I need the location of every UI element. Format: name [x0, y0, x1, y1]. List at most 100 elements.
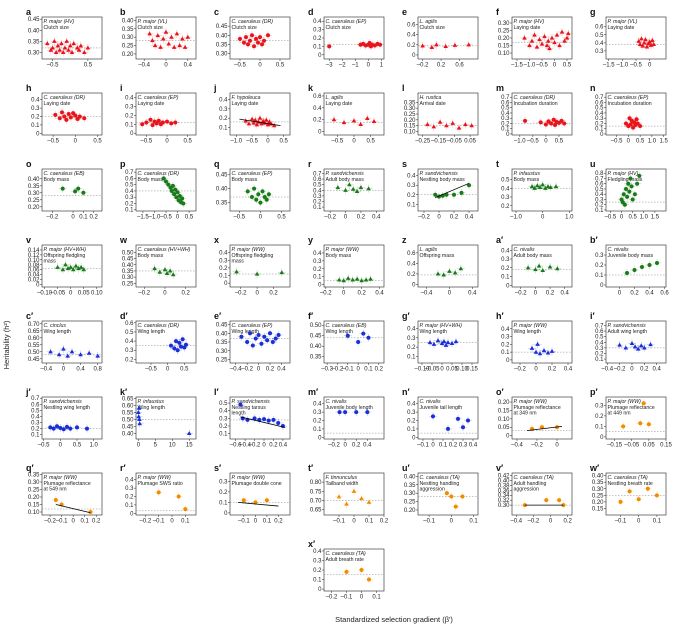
- plot-frame: [605, 168, 667, 212]
- data-point: [638, 124, 643, 129]
- panel-label: e′: [214, 311, 221, 321]
- y-tick-label: 0.35: [122, 269, 134, 275]
- x-tick-label: –1.0: [510, 215, 522, 221]
- x-tick-label: 1: [380, 63, 384, 69]
- x-tick-label: 0: [71, 215, 75, 221]
- trend-line: [238, 502, 279, 507]
- data-point: [53, 49, 59, 54]
- data-point: [345, 333, 350, 338]
- data-point: [365, 410, 370, 415]
- panel-t2: t′ –0.1 0 0.1 0.2 0.65 0.70 0.75 0.80 F. tinnuncu…: [308, 463, 389, 525]
- data-point: [174, 195, 179, 200]
- data-point: [238, 36, 242, 41]
- trait-label: Laying date: [326, 101, 353, 107]
- x-tick-label: –0.1: [333, 519, 345, 525]
- panel-p: p–1.5 –1.0 –0.5 0 0.50.10.20.30.40.50.60.7 C.…: [120, 159, 197, 221]
- y-tick-label: 0.2: [125, 201, 134, 207]
- trait-label: Wing length: [138, 405, 166, 411]
- x-tick-label: 0: [549, 519, 553, 525]
- panel-s2: s′–0.1 0 0.1 0.200.10.20.3P. major (WW)Plum…: [214, 463, 291, 525]
- x-tick-label: 0.10: [91, 291, 103, 297]
- y-tick-label: 0: [36, 283, 40, 289]
- x-tick-label: –0.5: [141, 139, 153, 145]
- x-tick-label: –1.5: [511, 63, 523, 69]
- data-point: [82, 116, 87, 121]
- y-tick-label: 0.2: [313, 118, 322, 124]
- trait-label: Wing length: [420, 329, 448, 335]
- panel-q2: q′ –0.2 –0.1 0 0.1 0.2 0.100.15 0.200.25 0.300.3…: [26, 463, 103, 525]
- data-point: [163, 29, 169, 34]
- y-tick-label: 0: [318, 587, 322, 593]
- y-tick-label: 0.5: [501, 178, 510, 184]
- data-point: [359, 496, 364, 501]
- panel-label: w′: [589, 463, 599, 473]
- panel-label: s′: [214, 463, 221, 473]
- species-label: P. major (WW): [608, 399, 642, 405]
- data-point: [654, 493, 659, 498]
- y-tick-label: 0.6: [595, 100, 604, 106]
- species-label: C. caeruleus (DR): [44, 95, 86, 101]
- x-tick-label: 0.1: [364, 367, 373, 373]
- data-point: [540, 267, 546, 272]
- data-point: [456, 416, 460, 421]
- plot-frame: [135, 92, 197, 136]
- species-label: P. sandvichensis: [232, 399, 271, 405]
- data-point: [641, 40, 647, 45]
- species-label: P. infaustus: [138, 399, 165, 405]
- panel-l2: l′–0.6–0.4–0.2 0 0.2 0.40.10.20.30.40.5 P. s…: [214, 387, 291, 449]
- data-point: [645, 486, 650, 491]
- species-label: C. caeruleus (TA): [326, 551, 367, 557]
- panel-h: h –0.5 0 0.5 0 0.1 0.2 0.3 0.4 C. caeruleus (DR)L…: [26, 83, 102, 145]
- y-tick-label: 0.5: [125, 183, 134, 189]
- data-point: [64, 38, 70, 43]
- panel-label: x′: [308, 539, 315, 549]
- data-point: [56, 352, 62, 357]
- data-point: [60, 49, 66, 54]
- data-point: [164, 271, 170, 276]
- panel-label: d: [308, 7, 314, 17]
- y-tick-label: 0.6: [501, 100, 510, 106]
- data-point: [629, 341, 635, 345]
- x-tick-label: 0: [176, 215, 180, 221]
- y-tick-label: 0: [130, 131, 134, 137]
- data-point: [62, 114, 67, 119]
- x-tick-label: 0.2: [630, 291, 639, 297]
- x-tick-label: 0.1: [653, 519, 662, 525]
- trait-label: Body mass: [232, 177, 258, 183]
- y-tick-label: 0.45: [28, 17, 40, 23]
- data-point: [249, 116, 255, 121]
- y-tick-label: 0.5: [501, 106, 510, 112]
- data-point: [522, 35, 527, 40]
- data-point: [617, 342, 622, 347]
- trait-label: aggression: [514, 487, 539, 493]
- x-tick-label: 1.0: [648, 139, 657, 145]
- data-point: [631, 125, 636, 130]
- data-point: [67, 43, 73, 48]
- x-tick-label: –0.05: [50, 291, 66, 297]
- x-tick-label: 0: [166, 367, 170, 373]
- data-point: [628, 176, 633, 181]
- y-tick-label: 0.3: [595, 49, 604, 55]
- species-label: C. caeruleus (DR): [514, 95, 556, 101]
- x-tick-label: –0.10: [414, 367, 430, 373]
- data-point: [646, 422, 651, 427]
- x-tick-label: 0.6: [455, 63, 464, 69]
- data-point: [262, 417, 267, 422]
- x-tick-label: –0.5: [331, 139, 343, 145]
- data-point: [166, 182, 171, 187]
- data-point: [557, 43, 562, 48]
- y-tick-label: 0.3: [125, 486, 134, 492]
- data-point: [532, 32, 537, 37]
- y-tick-label: 0.75: [310, 489, 322, 495]
- data-point: [547, 264, 553, 269]
- y-tick-label: 0.5: [219, 401, 228, 407]
- y-tick-label: 0.1: [219, 126, 228, 132]
- x-tick-label: –0.05: [624, 443, 640, 449]
- y-tick-label: 0.20: [498, 400, 510, 406]
- data-point: [544, 498, 549, 503]
- x-tick-label: –0.1: [417, 443, 429, 449]
- y-tick-label: 0.30: [28, 50, 40, 56]
- data-point: [621, 192, 626, 197]
